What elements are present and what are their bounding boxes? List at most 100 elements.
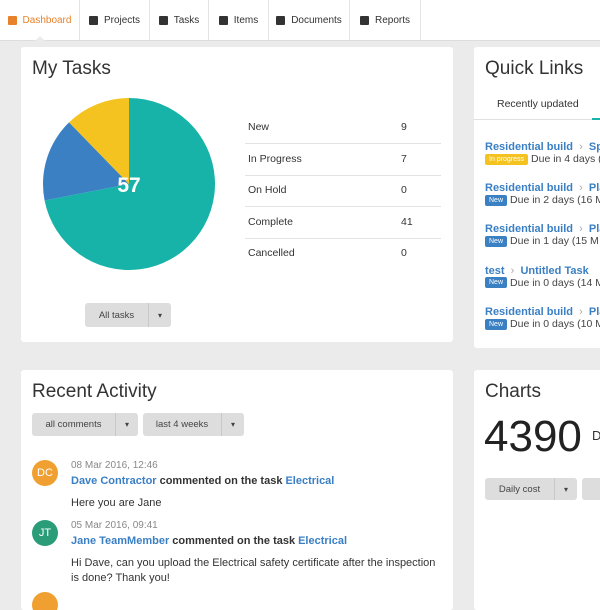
user-link[interactable]: Jane TeamMember [71, 535, 170, 547]
user-link[interactable]: Dave Contractor [71, 475, 157, 487]
avatar: JT [32, 520, 58, 546]
nav-icon [88, 15, 98, 25]
filter-dropdown[interactable]: All tasks ▾ [85, 303, 171, 327]
status-count: 41 [401, 215, 413, 228]
project-link[interactable]: Residential build [485, 223, 574, 236]
due-text: Due in 0 days (14 M [510, 276, 600, 289]
status-badge: In progress [485, 153, 529, 165]
task-link[interactable]: Electrical [298, 535, 348, 547]
chevron: › [504, 264, 521, 277]
task-link[interactable]: Electrical [285, 475, 335, 487]
nav-icon [158, 15, 168, 25]
caret: ▾ [221, 413, 244, 436]
filter-dropdown[interactable]: all comments ▾ [32, 413, 138, 436]
task-link[interactable]: Pla [588, 182, 600, 195]
due-line: New Due in 2 days (16 M [485, 194, 600, 206]
comment: Hi Dave, can you upload the Electrical s… [71, 557, 436, 584]
status-count: 0 [401, 184, 407, 197]
project-link[interactable]: Residential build [485, 305, 574, 318]
status-count: 0 [401, 247, 407, 260]
nav-tab[interactable]: Items [209, 0, 269, 40]
caret: ▾ [115, 413, 138, 436]
due-line: New Due in 0 days (14 M [485, 277, 600, 289]
status-badge: New [485, 318, 508, 330]
due-text: Due in 1 day (15 M [510, 235, 599, 248]
big-number: 4390 [484, 412, 582, 461]
row-divider [245, 174, 441, 176]
quick-links-card: Quick Links Recently updated Residential… [474, 47, 600, 348]
activity-line: Jane TeamMember commented on the task Elec… [71, 535, 347, 547]
filter-dropdown[interactable]: last 4 weeks ▾ [143, 413, 244, 436]
nav-icon [359, 15, 369, 25]
project-link[interactable]: test [485, 264, 505, 277]
due-line: In progress Due in 4 days (5 [485, 153, 600, 165]
divider [474, 119, 600, 120]
comment: Here you are Jane [71, 497, 162, 509]
caret: ▾ [554, 478, 577, 500]
nav-tab[interactable]: Tasks [150, 0, 209, 40]
nav-label: Projects [103, 14, 141, 26]
charts-card: Charts 4390 D Daily cost ▾ a [474, 370, 600, 610]
task-link[interactable]: Spa [588, 141, 600, 153]
nav-label: Dashboard [22, 14, 72, 26]
chevron: › [573, 182, 589, 195]
nav-bar: Dashboard Projects Tasks Items Documents Repo… [0, 0, 600, 41]
card-title: My Tasks [32, 58, 111, 79]
project-link[interactable]: Residential build [485, 182, 574, 195]
due-text: Due in 4 days (5 [531, 153, 600, 165]
activity-line: Dave Contractor commented on the task Elec… [71, 475, 334, 487]
row-divider [245, 237, 441, 239]
link-line: Residential build › Spa [485, 137, 600, 155]
nav-label: Documents [291, 14, 342, 26]
link-line: Residential build › Pla [485, 302, 600, 320]
chevron: › [573, 223, 589, 236]
task-link[interactable]: Untitled Task [520, 264, 589, 277]
filter-dropdown[interactable]: Daily cost ▾ [485, 478, 577, 500]
filter-label: all comments [45, 419, 102, 430]
task-link[interactable]: Pla [588, 305, 600, 318]
active-pointer [35, 36, 45, 41]
nav-label: Items [233, 14, 259, 26]
card-title: Charts [485, 381, 541, 402]
nav-label: Tasks [173, 14, 200, 26]
status-label: On Hold [248, 184, 287, 197]
row-divider [245, 206, 441, 208]
nav-tab[interactable]: Documents [269, 0, 350, 40]
nav-tab[interactable]: Reports [350, 0, 421, 40]
nav-tab[interactable]: Projects [80, 0, 150, 40]
project-link[interactable]: Residential build [485, 141, 574, 153]
card-title: Recent Activity [32, 381, 157, 402]
action: commented on the task [159, 475, 283, 487]
my-tasks-card: My Tasks All tasks ▾ New 9 In Progress 7 On H… [21, 47, 453, 342]
nav-icon [276, 15, 286, 25]
task-link[interactable]: Pla [588, 223, 600, 236]
caret: ▾ [148, 303, 171, 327]
filter-label: Daily cost [498, 483, 541, 495]
filter-dropdown[interactable]: a [582, 478, 600, 500]
status-badge: New [485, 277, 508, 289]
recent-activity-card: Recent Activity all comments ▾ last 4 week… [21, 370, 453, 610]
filter-label: last 4 weeks [155, 419, 209, 430]
row-divider [245, 143, 441, 144]
chevron: › [573, 305, 589, 318]
filter-label: a [582, 484, 600, 495]
due-line: New Due in 0 days (10 M [485, 318, 600, 330]
card-title: Quick Links [485, 58, 584, 79]
activity-date: 05 Mar 2016, 09:41 [71, 520, 158, 531]
nav-tab[interactable]: Dashboard [0, 0, 80, 40]
action: commented on the task [172, 535, 296, 547]
tab[interactable]: Recently updated [497, 98, 579, 110]
tab-indicator [592, 118, 600, 120]
status-label: Complete [248, 215, 293, 228]
link-line: test › Untitled Task [485, 261, 589, 279]
link-line: Residential build › Pla [485, 219, 600, 237]
due-text: Due in 2 days (16 M [510, 194, 600, 207]
due-text: Due in 0 days (10 M [510, 317, 600, 330]
status-badge: New [485, 236, 508, 248]
status-label: In Progress [248, 152, 302, 165]
status-label: Cancelled [248, 247, 295, 260]
avatar [32, 592, 58, 610]
big-number-suffix: D [592, 428, 600, 443]
status-count: 9 [401, 121, 407, 133]
